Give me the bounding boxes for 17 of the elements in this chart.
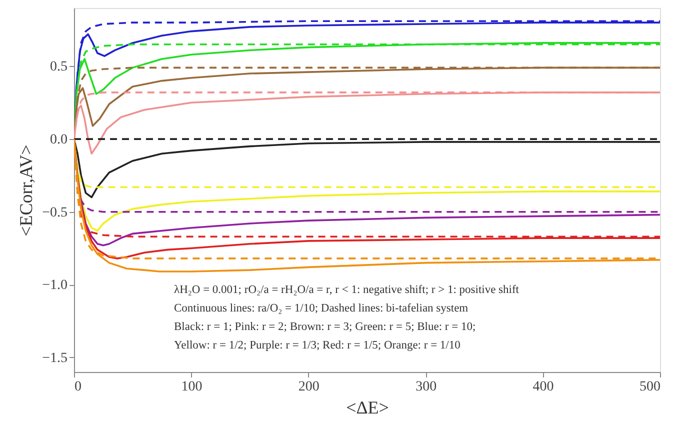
annotation: Yellow: r = 1/2; Purple: r = 1/3; Red: r = 1/5; Orange: r = 1/10: [174, 340, 461, 352]
annotation: Black: r = 1; Pink: r = 2; Brown: r = 3; Green: r = 5; Blue: r = 10;: [174, 321, 476, 333]
x-tick-label: 300: [416, 380, 437, 394]
y-axis-title: <ECorr,AV>: [16, 144, 36, 236]
x-axis-title: <ΔE>: [346, 398, 389, 418]
x-tick-label: 100: [181, 380, 202, 394]
y-tick-label: −1.5: [42, 350, 68, 366]
y-tick-label: 0.5: [50, 60, 68, 75]
y-tick-label: −1.0: [42, 278, 68, 294]
annotation: λH₂O = 0.001; rO₂/a = rH₂O/a = r, r < 1: negative shift; r > 1: positive shift: [174, 284, 520, 296]
y-tick-label: −0.5: [42, 205, 68, 220]
x-tick-label: 200: [298, 380, 320, 394]
annotation: Continuous lines: ra/O₂ = 1/10; Dashed lines: bi-tafelian system: [174, 302, 468, 314]
x-tick-label: 500: [640, 380, 660, 394]
x-tick-label: 0: [74, 380, 82, 394]
y-tick-label: 0.0: [50, 132, 68, 148]
x-tick-label: 400: [532, 380, 554, 394]
